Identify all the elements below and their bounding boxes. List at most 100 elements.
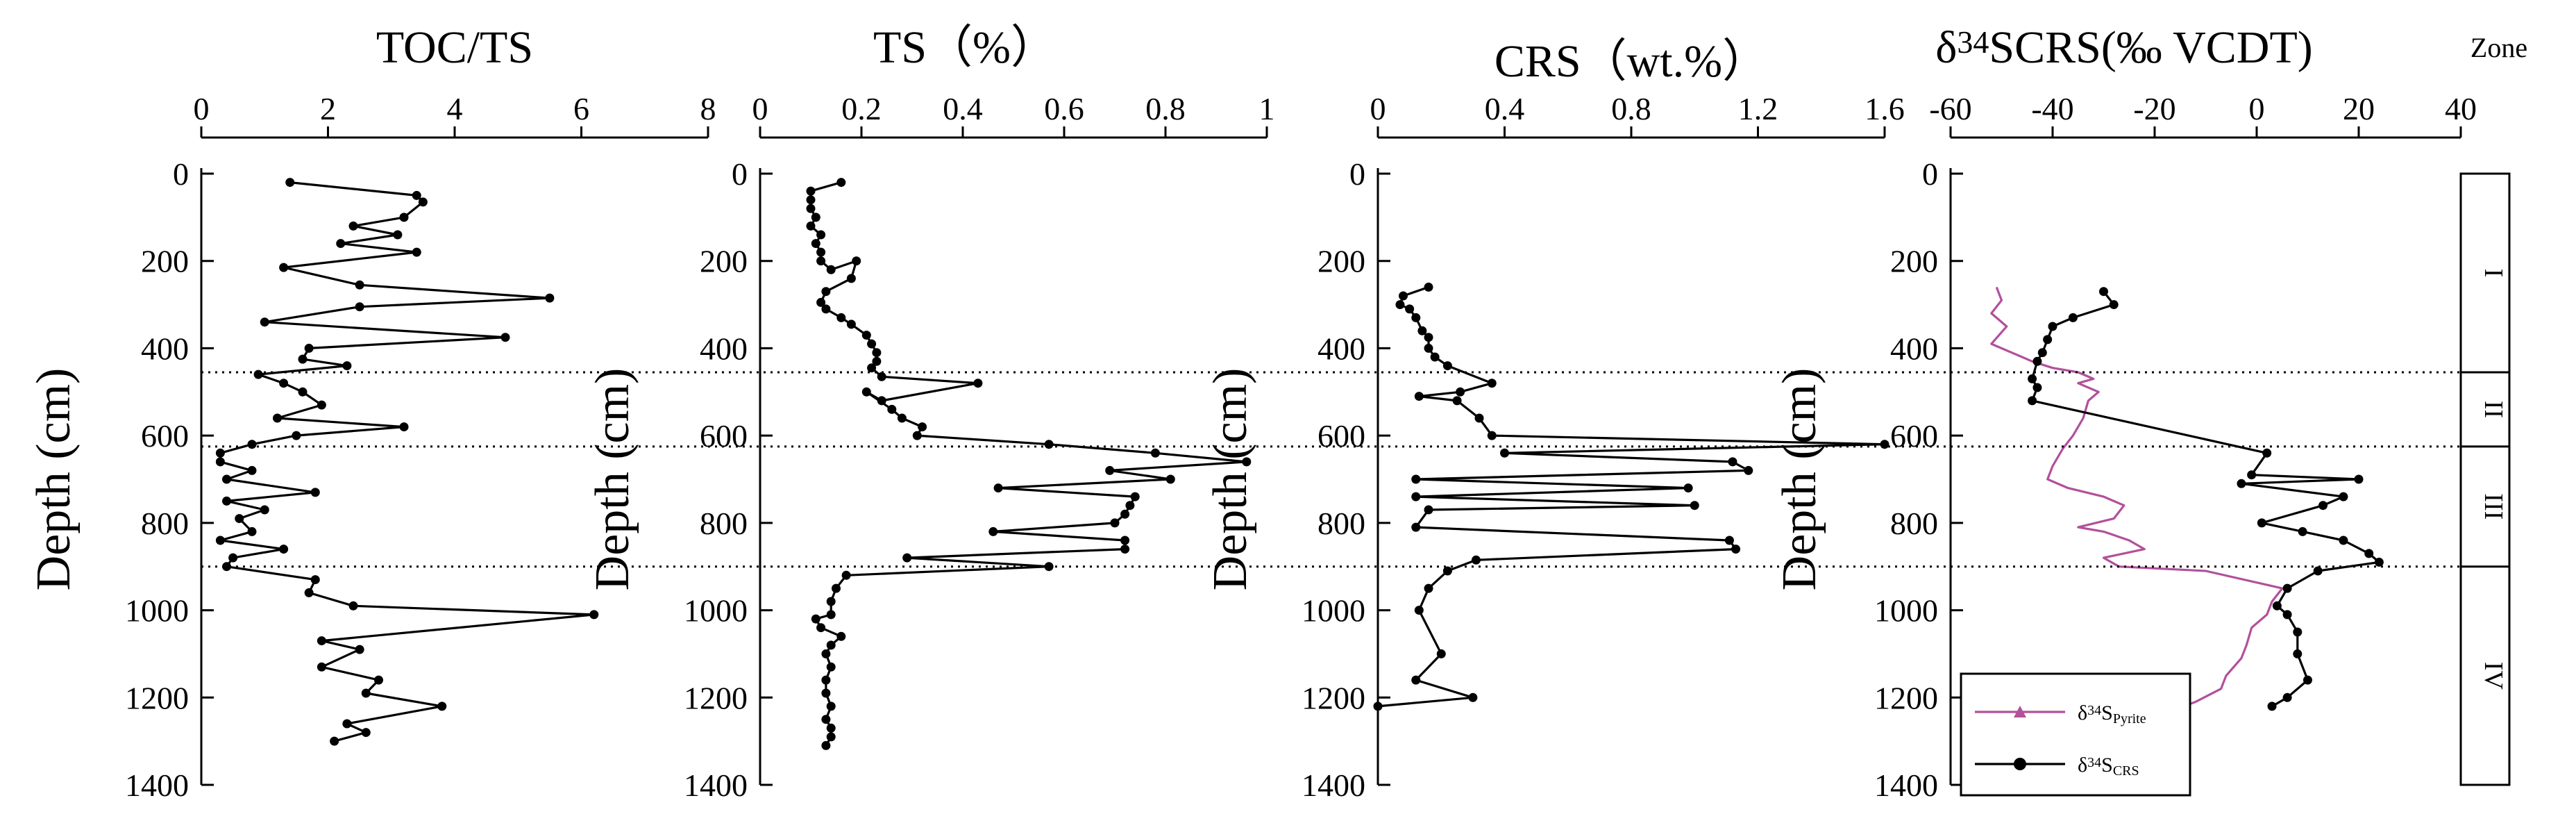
chart-title: TS（%） (873, 22, 1057, 73)
data-point (2032, 383, 2042, 392)
legend-box (1960, 672, 2191, 797)
data-point (222, 496, 231, 506)
data-point (821, 675, 831, 685)
data-point (1105, 465, 1115, 475)
data-point (361, 688, 371, 698)
x-tick-label: 6 (573, 91, 589, 126)
data-point (1411, 522, 1421, 532)
legend-circle-marker (2014, 758, 2026, 770)
x-tick-label: -40 (2031, 91, 2073, 126)
y-tick-label: 800 (1318, 506, 1365, 541)
data-point (902, 553, 912, 563)
data-point (1487, 379, 1497, 388)
y-axis-label: Depth (cm) (586, 368, 639, 591)
y-tick-label: 1200 (1302, 680, 1365, 715)
data-point (826, 662, 836, 672)
x-tick-label: -20 (2133, 91, 2175, 126)
y-tick-label: 400 (141, 331, 189, 366)
data-point (317, 400, 326, 410)
x-tick-label: 0 (1370, 91, 1386, 126)
data-point (2293, 627, 2303, 637)
zone-header: Zone (2470, 32, 2527, 63)
data-point (2048, 322, 2057, 331)
data-point (1424, 282, 1433, 292)
data-point (867, 339, 877, 349)
data-point (2272, 601, 2282, 611)
data-point (355, 645, 364, 654)
data-point (304, 588, 314, 597)
y-axis-label: Depth (cm) (1773, 368, 1826, 591)
x-tick-label: 20 (2343, 91, 2375, 126)
data-point (806, 195, 816, 205)
data-point (836, 313, 846, 322)
y-tick-label: 1400 (125, 767, 189, 803)
data-point (1683, 483, 1693, 493)
data-point (330, 736, 339, 746)
data-point (2339, 536, 2348, 545)
data-point (1724, 536, 1734, 545)
data-point (1500, 448, 1509, 458)
chart-title: TOC/TS (376, 22, 533, 73)
data-point (2028, 374, 2037, 383)
data-point (2068, 313, 2078, 322)
y-tick-label: 600 (1318, 418, 1365, 454)
y-tick-label: 800 (1890, 506, 1938, 541)
series-line (219, 181, 596, 742)
data-point (247, 526, 257, 536)
zone-frame (2459, 172, 2511, 786)
data-point (816, 623, 826, 633)
data-point (215, 448, 225, 458)
data-point (310, 575, 320, 585)
panel-toc_ts: TOC/TS 0 2 4 6 8 0 200 400 600 800 1000 1200 1400 Dept… (27, 22, 716, 803)
series-crs-0 (1373, 282, 1889, 711)
y-tick-label: 800 (141, 506, 189, 541)
y-tick-label: 400 (700, 331, 748, 366)
y-tick-label: 200 (1318, 244, 1365, 279)
x-tick-label: 4 (447, 91, 463, 126)
data-point (2247, 470, 2257, 480)
data-point (2364, 549, 2374, 558)
data-point (292, 431, 301, 440)
y-tick-label: 200 (1890, 244, 1938, 279)
data-point (861, 331, 871, 340)
x-tick-label: 0.8 (1611, 91, 1651, 126)
data-point (317, 636, 326, 646)
data-point (298, 387, 308, 397)
data-point (1728, 457, 1737, 467)
data-point (1399, 291, 1408, 301)
data-point (1430, 352, 1440, 362)
data-point (399, 422, 409, 432)
y-tick-label: 800 (700, 506, 748, 541)
data-point (222, 562, 231, 572)
data-point (2293, 649, 2303, 658)
data-point (1414, 392, 1424, 401)
data-point (500, 333, 510, 342)
data-point (2298, 526, 2307, 536)
data-point (826, 702, 836, 711)
data-point (918, 422, 927, 432)
data-point (832, 583, 841, 593)
data-point (348, 221, 358, 231)
data-point (1395, 300, 1405, 310)
y-tick-label: 400 (1890, 331, 1938, 366)
data-point (355, 280, 364, 290)
zone-label: I (2479, 269, 2508, 278)
data-point (2282, 692, 2292, 702)
data-point (253, 370, 263, 379)
data-point (821, 715, 831, 724)
data-point (2282, 583, 2292, 593)
data-point (1405, 304, 1415, 314)
y-tick-label: 0 (173, 156, 189, 192)
y-tick-label: 1000 (125, 593, 189, 629)
data-point (2313, 566, 2323, 576)
x-tick-label: 0.4 (943, 91, 983, 126)
data-point (310, 488, 320, 497)
data-point (2374, 557, 2384, 567)
data-point (988, 526, 998, 536)
data-point (826, 610, 836, 620)
data-point (1424, 583, 1433, 593)
data-point (545, 293, 555, 303)
data-point (1120, 509, 1130, 519)
data-point (816, 230, 826, 240)
data-point (412, 190, 421, 200)
